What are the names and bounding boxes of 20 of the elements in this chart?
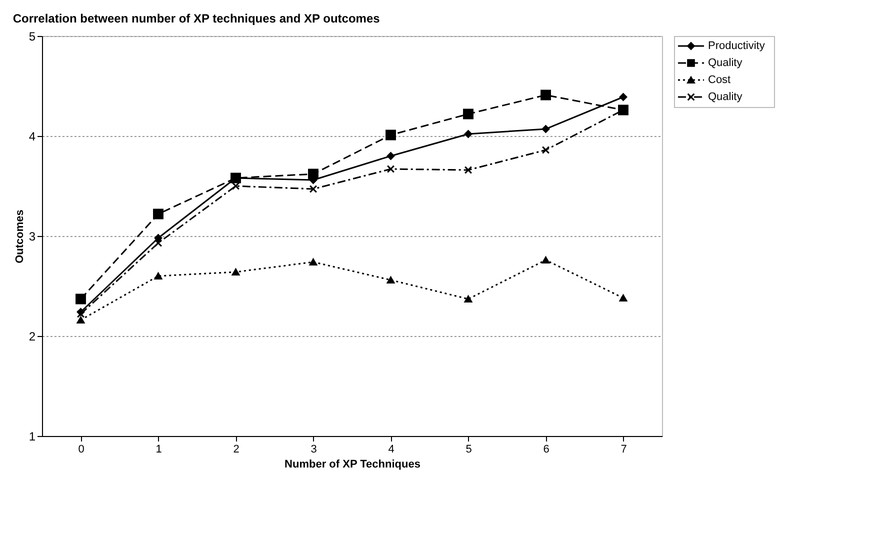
y-tick-label: 4 xyxy=(28,130,36,144)
y-tick-label: 1 xyxy=(28,430,36,444)
x-tick-label: 0 xyxy=(78,444,84,456)
x-tick-label: 1 xyxy=(156,444,162,456)
x-tick-label: 4 xyxy=(388,444,394,456)
legend-label: Productivity xyxy=(708,40,766,52)
y-tick-label: 2 xyxy=(28,330,36,344)
y-tick-label: 5 xyxy=(28,30,36,44)
x-axis-title: Number of XP Techniques xyxy=(284,458,420,470)
x-tick-label: 5 xyxy=(466,444,472,456)
chart-title: Correlation between number of XP techniques and XP outcomes xyxy=(12,12,380,26)
x-tick-label: 6 xyxy=(543,444,550,456)
y-tick-label: 3 xyxy=(28,230,36,244)
x-tick-label: 3 xyxy=(310,444,317,456)
x-tick-label: 7 xyxy=(620,444,627,456)
legend-label: Quality xyxy=(708,57,743,69)
legend-label: Cost xyxy=(708,74,731,86)
x-tick-label: 2 xyxy=(233,444,240,456)
legend-label: Quality xyxy=(708,91,743,103)
y-axis-title: Outcomes xyxy=(14,210,26,264)
